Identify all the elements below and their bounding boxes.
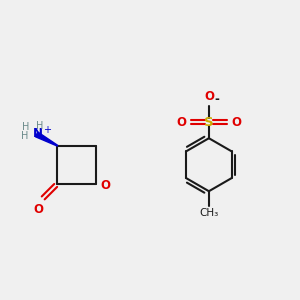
Text: +: + xyxy=(43,125,51,135)
Text: H: H xyxy=(22,122,29,132)
Text: O: O xyxy=(101,179,111,192)
Text: O: O xyxy=(34,203,44,216)
Text: H: H xyxy=(37,121,44,130)
Text: -: - xyxy=(215,93,220,106)
Polygon shape xyxy=(35,132,58,146)
Text: N: N xyxy=(33,127,43,140)
Text: O: O xyxy=(231,116,241,128)
Text: CH₃: CH₃ xyxy=(199,208,218,218)
Text: S: S xyxy=(204,116,214,128)
Text: O: O xyxy=(177,116,187,128)
Text: H: H xyxy=(21,131,28,141)
Text: O: O xyxy=(204,91,214,103)
